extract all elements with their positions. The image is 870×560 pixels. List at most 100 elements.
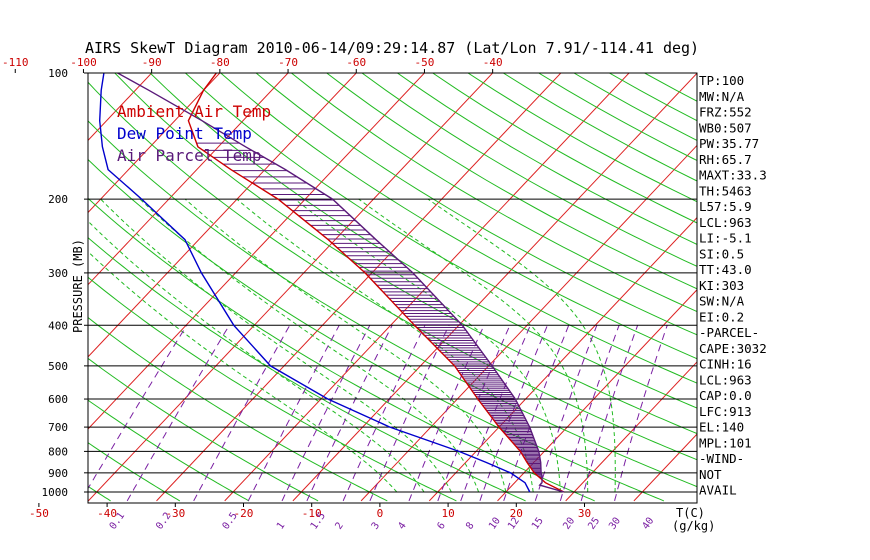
stability-index: MAXT:33.3 xyxy=(699,168,767,183)
dry-adiabat-line xyxy=(114,73,697,435)
pressure-tick-label: 1000 xyxy=(42,486,69,499)
mixing-ratio-line xyxy=(437,325,511,502)
bottom-temp-tick-label: -40 xyxy=(97,507,117,520)
parcel-temp-line xyxy=(117,73,565,493)
mixing-ratio-tick-label: 8 xyxy=(464,520,476,531)
mixing-ratio-tick-label: 40 xyxy=(640,516,656,532)
isotherm-line xyxy=(156,73,562,502)
pressure-tick-label: 300 xyxy=(48,267,68,280)
mixing-ratio-line xyxy=(580,325,639,502)
isotherm-line xyxy=(565,361,697,502)
bottom-temp-tick-label: -50 xyxy=(29,507,49,520)
pressure-tick-label: 500 xyxy=(48,360,68,373)
mixing-ratio-tick-label: 20 xyxy=(561,516,577,532)
mixing-ratio-line xyxy=(306,325,393,502)
stability-index: NOT xyxy=(699,467,722,482)
isotherm-line xyxy=(88,73,494,502)
stability-index: AVAIL xyxy=(699,483,737,498)
stability-index: SI:0.5 xyxy=(699,246,744,261)
pressure-tick-label: 100 xyxy=(48,67,68,80)
isotherm-line xyxy=(88,73,221,214)
dry-adiabat-line xyxy=(88,357,319,502)
plot-frame xyxy=(87,72,698,504)
dry-adiabat-line xyxy=(88,316,388,502)
pressure-tick-label: 800 xyxy=(48,445,68,458)
pressure-tick-label: 600 xyxy=(48,393,68,406)
mixing-ratio-line xyxy=(88,325,188,490)
isotherm-line xyxy=(292,73,697,502)
dry-adiabat-line xyxy=(88,120,697,488)
mixing-ratio-line xyxy=(460,325,531,502)
moist-adiabat-line xyxy=(100,198,452,493)
mixing-ratio-tick-label: 10 xyxy=(487,516,503,532)
bottom-temp-tick-label: 20 xyxy=(510,507,523,520)
x-axis-unit-label: T(C) xyxy=(676,506,705,520)
mixing-ratio-line xyxy=(369,325,450,502)
dry-adiabat-line xyxy=(537,73,697,162)
bottom-temp-tick-label: 30 xyxy=(578,507,591,520)
mixing-ratio-tick-label: 30 xyxy=(607,516,623,532)
top-temp-tick-label: -70 xyxy=(278,56,298,69)
stability-index: LCL:963 xyxy=(699,215,752,230)
stability-index: CAPE:3032 xyxy=(699,341,767,356)
stability-index: CAP:0.0 xyxy=(699,388,752,403)
top-temp-tick-label: -100 xyxy=(70,56,97,69)
legend-entry: Dew Point Temp xyxy=(117,124,252,143)
isotherm-line xyxy=(360,144,697,502)
bottom-temp-tick-label: 10 xyxy=(441,507,454,520)
dry-adiabat-line xyxy=(88,399,250,502)
stability-index: KI:303 xyxy=(699,278,744,293)
mixing-ratio-tick-label: 15 xyxy=(530,516,546,532)
moist-adiabat-line xyxy=(139,198,480,493)
stability-index: LCL:963 xyxy=(699,372,752,387)
mixing-ratio-tick-label: 1 xyxy=(275,520,287,531)
stability-index: PW:35.77 xyxy=(699,136,759,151)
legend-entry: Air Parcel Temp xyxy=(117,146,262,165)
dry-adiabat-line xyxy=(149,73,697,409)
moist-adiabat-line xyxy=(88,250,398,493)
top-temp-tick-label: -90 xyxy=(142,56,162,69)
legend-entry: Ambient Air Temp xyxy=(117,102,271,121)
mixing-ratio-tick-label: 6 xyxy=(435,520,447,531)
stability-index: EI:0.2 xyxy=(699,309,744,324)
mixing-ratio-tick-label: 2 xyxy=(333,520,345,531)
isotherm-line xyxy=(633,433,697,502)
mixing-ratio-line xyxy=(281,325,371,502)
isotherm-line xyxy=(428,216,697,502)
top-temp-tick-label: -50 xyxy=(415,56,435,69)
stability-index: -PARCEL- xyxy=(699,325,759,340)
pressure-tick-label: 200 xyxy=(48,193,68,206)
isotherm-line xyxy=(88,73,289,286)
dry-adiabat-line xyxy=(88,81,697,461)
dry-adiabat-line xyxy=(325,73,697,290)
isotherm-line xyxy=(224,73,630,502)
dry-adiabat-line xyxy=(431,73,697,224)
dry-adiabat-line xyxy=(361,73,697,267)
stability-index: TP:100 xyxy=(699,73,744,88)
isotherm-line xyxy=(88,73,153,142)
stability-index: LFC:913 xyxy=(699,404,752,419)
top-temp-tick-label: -80 xyxy=(210,56,230,69)
stability-index: MPL:101 xyxy=(699,435,752,450)
stability-index: MW:N/A xyxy=(699,89,745,104)
mixing-ratio-line xyxy=(126,325,230,502)
mixing-ratio-line xyxy=(559,325,620,502)
isotherm-line xyxy=(0,54,33,501)
mixing-ratio-unit-label: (g/kg) xyxy=(672,519,715,533)
mixing-ratio-line xyxy=(408,325,485,502)
dry-adiabat-line xyxy=(290,73,697,313)
dry-adiabat-line xyxy=(219,73,697,360)
stability-index: SW:N/A xyxy=(699,294,745,309)
mixing-ratio-line xyxy=(614,325,668,502)
stability-index: LI:-5.1 xyxy=(699,231,752,246)
dry-adiabat-line xyxy=(255,73,697,336)
bottom-temp-tick-label: -30 xyxy=(165,507,185,520)
mixing-ratio-tick-label: 3 xyxy=(370,520,382,531)
stability-index: TT:43.0 xyxy=(699,262,752,277)
stability-index: EL:140 xyxy=(699,420,744,435)
dry-adiabat-line xyxy=(88,236,526,502)
dewpoint-temp-line xyxy=(98,73,531,493)
stability-index: L57:5.9 xyxy=(699,199,752,214)
dry-adiabat-line xyxy=(88,442,181,502)
